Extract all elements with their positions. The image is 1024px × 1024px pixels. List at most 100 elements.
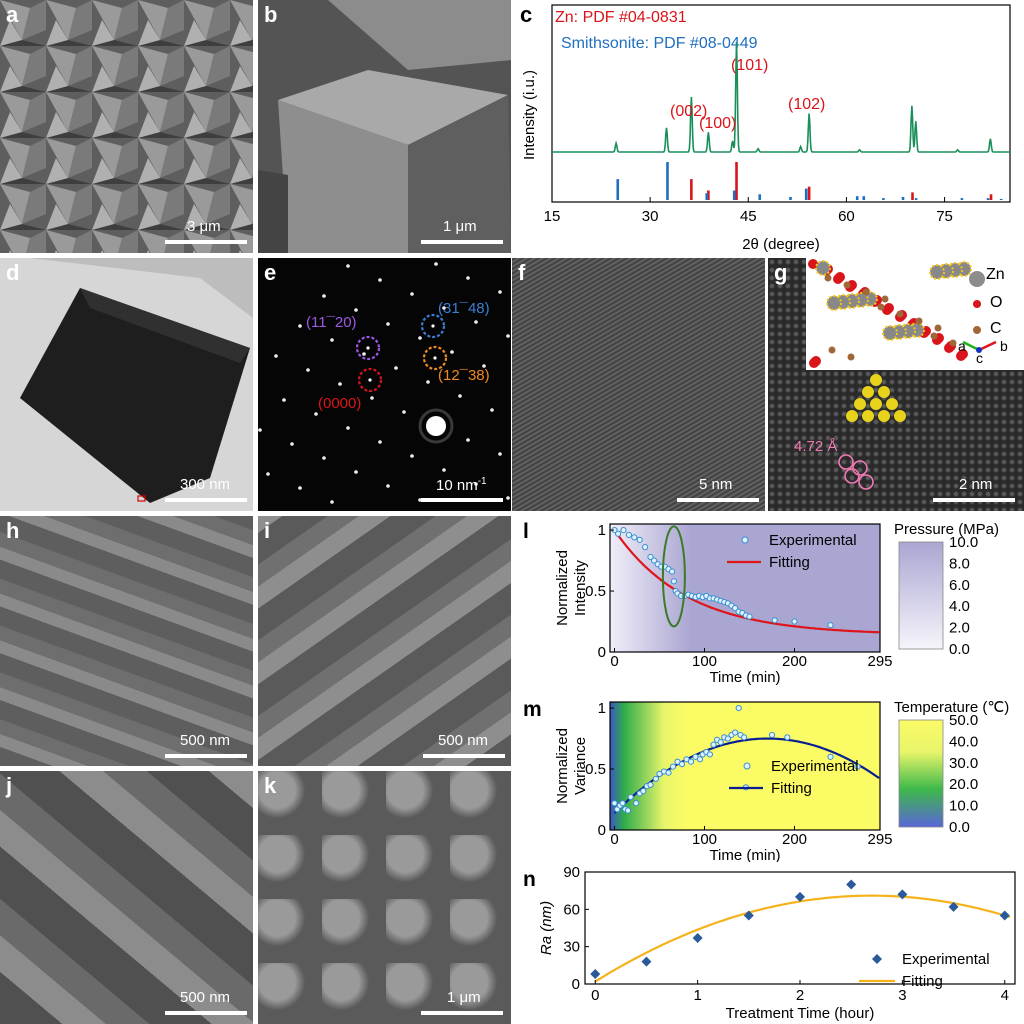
central-beam [426,416,446,436]
scale-label: 10 nm-1 [436,476,487,494]
data-point [732,729,739,736]
diffraction-spot [490,408,494,412]
data-point [615,530,622,537]
spot-label-1120: (11¯20) [306,314,357,331]
diffraction-spot [314,412,318,416]
atom-column-marker [854,398,866,410]
diffraction-spot [338,382,342,386]
panel-j: j 500 nm [0,771,253,1024]
x-tick-label: 100 [692,831,717,848]
data-point [633,800,640,807]
data-point [652,775,659,782]
y-axis-label: Intensity [572,560,589,616]
peak-label: (100) [699,115,736,132]
oxygen-atom [958,349,968,359]
data-point [670,578,677,585]
scale-bar: 5 nm [677,476,763,506]
carbon-atom [896,310,904,318]
panel-letter: h [6,518,20,543]
colorbar-title: Pressure (MPa) [894,521,999,538]
atom-column-marker [886,398,898,410]
scale-bar: 1 μm [421,989,509,1019]
atom-column-marker [862,386,874,398]
carbon-atom [862,288,870,296]
x-tick-label: 30 [642,208,659,225]
carbon-atom [930,332,938,340]
legend-zn-marker [969,271,985,287]
diffraction-spot [410,454,414,458]
panel-letter: l [523,520,529,543]
diffraction-spot [266,472,270,476]
oxygen-atom [808,259,818,269]
legend-experimental: Experimental [769,532,857,549]
data-point [768,731,776,739]
x-tick-label: 2 [796,987,804,1004]
colorbar-tick-label: 10.0 [949,534,978,551]
panel-letter: i [264,518,271,543]
x-tick-label: 0 [610,653,618,670]
axis-b: b [1000,338,1008,354]
data-point [784,734,791,741]
data-point [631,534,638,541]
y-tick-label: 0 [598,822,606,839]
legend-experimental: Experimental [902,951,990,968]
scale-label: 300 nm [180,476,231,493]
diffraction-spot [458,394,462,398]
atom-column-marker [870,398,882,410]
data-point [669,763,677,770]
atom-column-marker [878,410,890,422]
colorbar-tick-label: 20.0 [949,776,978,793]
scale-bar: 500 nm [423,732,509,762]
y-tick-label: 0 [572,976,580,993]
plot-frame [584,871,1016,985]
x-tick-label: 75 [936,208,953,225]
data-point [717,739,724,746]
colorbar-tick-label: 0.0 [949,641,970,658]
data-point [846,879,857,890]
x-tick-label: 295 [867,831,892,848]
spacing-marker [838,454,854,470]
sem-image-a [0,0,253,253]
data-point [743,910,754,921]
panel-letter: j [6,773,13,798]
panel-letter: g [774,260,788,285]
legend-o: O [990,294,1003,311]
axis-b-arrow [978,340,997,352]
scale-label: 500 nm [180,732,231,749]
legend-fitting: Fitting [902,973,943,990]
data-point [641,956,652,967]
panel-letter: a [6,2,19,27]
carbon-atom [915,317,923,325]
spacing-marker [844,468,860,484]
diffraction-spot [378,278,382,282]
carbon-atom [828,346,836,354]
saed-pattern [258,262,510,504]
highlight-ellipse [661,525,686,628]
panel-d: d 300 nm [0,258,253,511]
diffraction-spot [442,468,446,472]
carbon-atom [824,274,832,282]
diffraction-spot [330,338,334,342]
diffraction-spot [282,398,286,402]
x-tick-label: 0 [591,987,599,1004]
atom-column-marker [846,410,858,422]
diffraction-spot [450,350,454,354]
carbon-atom [877,303,885,311]
axis-c: c [976,350,983,366]
scale-label: 5 nm [699,476,733,493]
data-point [771,617,778,624]
data-point [624,807,632,814]
data-point [948,901,959,912]
xrd-pattern-line [552,41,1010,153]
atom-column-marker [870,374,882,386]
axis-c-dot [976,347,982,353]
data-point [636,536,643,543]
data-point [647,781,654,788]
colorbar-tick-label: 10.0 [949,798,978,815]
diffraction-spot [410,292,414,296]
x-tick-label: 295 [867,653,892,670]
spot-highlight [355,335,381,361]
data-point [590,969,601,980]
panel-i: i 500 nm [258,516,511,766]
data-point [827,753,834,760]
